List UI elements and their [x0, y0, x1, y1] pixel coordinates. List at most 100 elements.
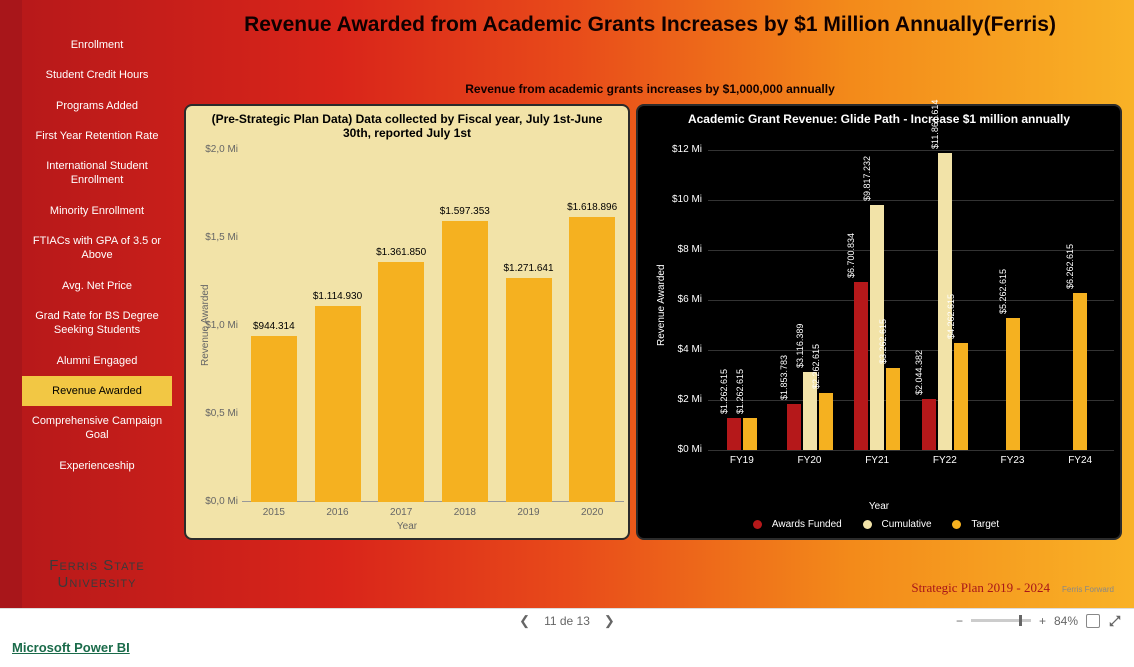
sidebar-item-4[interactable]: International Student Enrollment	[22, 151, 172, 196]
zoom-out-button[interactable]: −	[956, 614, 963, 628]
sidebar-item-0[interactable]: Enrollment	[22, 30, 172, 60]
zoom-controls: − + 84%	[956, 614, 1122, 628]
chart2-ytick: $12 Mi	[654, 144, 702, 155]
chart1-title: (Pre-Strategic Plan Data) Data collected…	[186, 106, 628, 146]
chart2-xtick: FY23	[983, 455, 1043, 466]
chart1-ytick: $0,5 Mi	[190, 408, 238, 419]
chart2-bar[interactable]	[1073, 293, 1087, 450]
chart1-xtick: 2015	[244, 507, 304, 518]
chart2-bar[interactable]	[727, 418, 741, 450]
glide-path-chart[interactable]: Academic Grant Revenue: Glide Path - Inc…	[636, 104, 1122, 540]
chart2-xtick: FY20	[780, 455, 840, 466]
chart2-xtick: FY24	[1050, 455, 1110, 466]
chart1-bar-label: $1.597.353	[435, 206, 495, 217]
chart2-bar[interactable]	[819, 393, 833, 450]
chart2-legend: Awards Funded Cumulative Target	[638, 519, 1120, 532]
sidebar-item-2[interactable]: Programs Added	[22, 91, 172, 121]
chart2-ytick: $10 Mi	[654, 194, 702, 205]
sidebar-item-8[interactable]: Grad Rate for BS Degree Seeking Students	[22, 301, 172, 346]
powerbi-link[interactable]: Microsoft Power BI	[12, 640, 130, 655]
chart2-ytick: $4 Mi	[654, 344, 702, 355]
chart1-bar-label: $1.361.850	[371, 247, 431, 258]
chart2-bar-label: $4.262.615	[946, 294, 956, 339]
chart2-xtick: FY19	[712, 455, 772, 466]
chart1-bar-label: $1.271.641	[499, 263, 559, 274]
logo-line2: University	[22, 575, 172, 592]
pre-strategic-chart[interactable]: (Pre-Strategic Plan Data) Data collected…	[184, 104, 630, 540]
chart2-ytick: $2 Mi	[654, 394, 702, 405]
chart1-bar[interactable]	[506, 278, 552, 502]
chart1-plot: $0,0 Mi$0,5 Mi$1,0 Mi$1,5 Mi$2,0 Mi$944.…	[242, 150, 624, 502]
chart1-ytick: $1,5 Mi	[190, 232, 238, 243]
fullscreen-button[interactable]	[1108, 614, 1122, 628]
chart2-bar-label: $3.262.615	[878, 319, 888, 364]
sidebar-item-10[interactable]: Revenue Awarded	[22, 376, 172, 406]
chart1-bar[interactable]	[378, 262, 424, 502]
page-indicator: 11 de 13	[544, 614, 590, 628]
chart2-bar-label: $1.853.783	[779, 355, 789, 400]
chart1-bar[interactable]	[442, 221, 488, 502]
chart2-bar-label: $3.116.389	[795, 324, 805, 368]
chart2-ytick: $6 Mi	[654, 294, 702, 305]
logo-line1: Ferris State	[22, 558, 172, 575]
sidebar-item-9[interactable]: Alumni Engaged	[22, 346, 172, 376]
chart1-bar-label: $1.618.896	[562, 202, 622, 213]
chart1-xtick: 2018	[435, 507, 495, 518]
chart1-ytick: $0,0 Mi	[190, 496, 238, 507]
sidebar-item-3[interactable]: First Year Retention Rate	[22, 121, 172, 151]
page-title: Revenue Awarded from Academic Grants Inc…	[180, 12, 1120, 37]
chart2-bar[interactable]	[954, 343, 968, 450]
chart2-bar-label: $2.262.615	[811, 344, 821, 389]
chart1-bar-label: $944.314	[244, 321, 304, 332]
chart2-bar[interactable]	[787, 404, 801, 450]
chart2-bar-label: $6.700.834	[846, 233, 856, 278]
sidebar-item-6[interactable]: FTIACs with GPA of 3.5 or Above	[22, 226, 172, 271]
university-logo: Ferris State University	[22, 558, 172, 591]
zoom-slider[interactable]	[971, 619, 1031, 622]
report-canvas: EnrollmentStudent Credit HoursPrograms A…	[0, 0, 1134, 608]
chart1-bar[interactable]	[315, 306, 361, 502]
chart2-xtick: FY21	[847, 455, 907, 466]
sidebar-item-12[interactable]: Experienceship	[22, 451, 172, 481]
chart2-bar[interactable]	[854, 282, 868, 450]
chart2-bar[interactable]	[886, 368, 900, 450]
page-subtitle: Revenue from academic grants increases b…	[180, 82, 1120, 96]
chart2-bar-label: $9.817.232	[862, 156, 872, 201]
fit-page-button[interactable]	[1086, 614, 1100, 628]
sidebar-item-5[interactable]: Minority Enrollment	[22, 196, 172, 226]
chart1-xtick: 2016	[308, 507, 368, 518]
chart2-bar-label: $1.262.615	[719, 369, 729, 414]
chart1-xtick: 2020	[562, 507, 622, 518]
chart1-xtick: 2017	[371, 507, 431, 518]
chart2-bar[interactable]	[922, 399, 936, 450]
status-bar: ❮ 11 de 13 ❯ − + 84%	[0, 608, 1134, 632]
chart1-ytick: $1,0 Mi	[190, 320, 238, 331]
chart1-bar-label: $1.114.930	[308, 291, 368, 302]
sidebar-item-7[interactable]: Avg. Net Price	[22, 271, 172, 301]
next-page-button[interactable]: ❯	[604, 613, 615, 629]
chart2-bar[interactable]	[743, 418, 757, 450]
chart2-bar[interactable]	[1006, 318, 1020, 450]
chart2-ytick: $8 Mi	[654, 244, 702, 255]
sidebar-nav: EnrollmentStudent Credit HoursPrograms A…	[22, 30, 172, 481]
prev-page-button[interactable]: ❮	[519, 613, 530, 629]
accent-bar	[0, 0, 22, 608]
chart2-ytick: $0 Mi	[654, 444, 702, 455]
chart2-bar-label: $11.861.614	[930, 100, 940, 149]
strategic-plan-label: Strategic Plan 2019 - 2024	[911, 580, 1050, 596]
chart2-bar-label: $1.262.615	[735, 369, 745, 414]
chart1-ytick: $2,0 Mi	[190, 144, 238, 155]
chart2-xlabel: Year	[638, 501, 1120, 512]
chart2-bar-label: $2.044.382	[914, 350, 924, 395]
sidebar-item-11[interactable]: Comprehensive Campaign Goal	[22, 406, 172, 451]
chart2-plot: $0 Mi$2 Mi$4 Mi$6 Mi$8 Mi$10 Mi$12 Mi$1.…	[708, 150, 1114, 450]
chart1-xtick: 2019	[499, 507, 559, 518]
chart2-bar-label: $6.262.615	[1065, 244, 1075, 289]
chart2-bar-label: $5.262.615	[998, 269, 1008, 314]
sidebar-item-1[interactable]: Student Credit Hours	[22, 60, 172, 90]
zoom-in-button[interactable]: +	[1039, 614, 1046, 628]
chart1-bar[interactable]	[251, 336, 297, 502]
chart1-xlabel: Year	[186, 521, 628, 532]
chart1-bar[interactable]	[569, 217, 615, 502]
zoom-level: 84%	[1054, 614, 1078, 628]
